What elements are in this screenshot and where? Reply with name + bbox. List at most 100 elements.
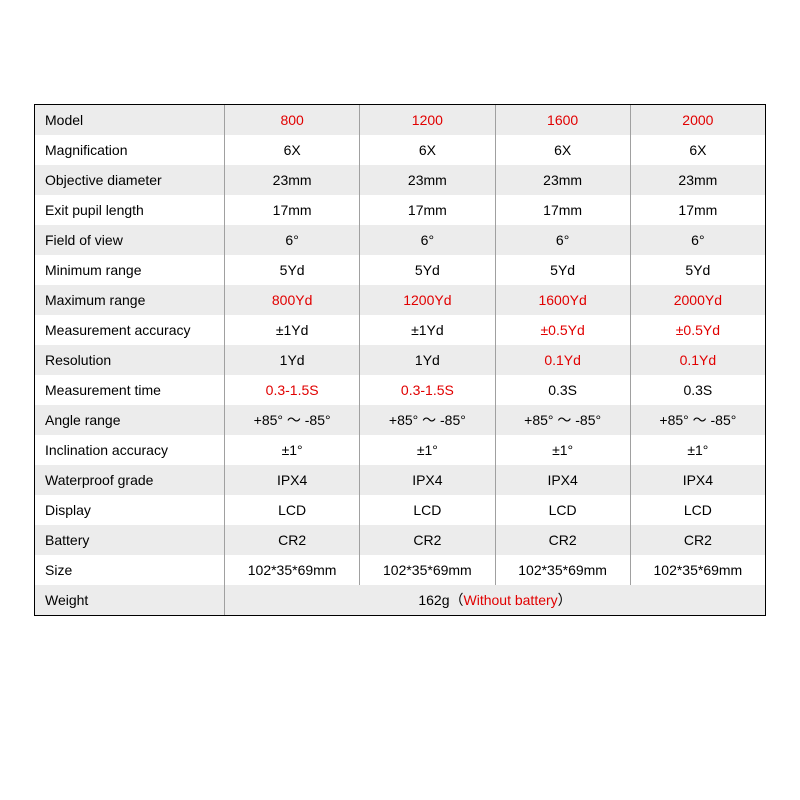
- table-row: Magnification6X6X6X6X: [35, 135, 765, 165]
- cell-value: +85° ～ -85°: [225, 405, 360, 435]
- cell-value: 102*35*69mm: [360, 555, 495, 585]
- cell-value: 6°: [496, 225, 631, 255]
- cell-value: 5Yd: [225, 255, 360, 285]
- cell-value: 6X: [360, 135, 495, 165]
- cell-value: CR2: [496, 525, 631, 555]
- row-label: Inclination accuracy: [35, 435, 225, 465]
- row-label: Objective diameter: [35, 165, 225, 195]
- table-row: Resolution1Yd1Yd0.1Yd0.1Yd: [35, 345, 765, 375]
- cell-value: 6°: [631, 225, 765, 255]
- cell-value: ±1Yd: [360, 315, 495, 345]
- row-label: Waterproof grade: [35, 465, 225, 495]
- row-label: Exit pupil length: [35, 195, 225, 225]
- cell-value: ±1°: [360, 435, 495, 465]
- cell-value: 800: [225, 105, 360, 135]
- row-label: Magnification: [35, 135, 225, 165]
- table-row: Model800120016002000: [35, 105, 765, 135]
- cell-value: 23mm: [631, 165, 765, 195]
- table-row: Maximum range800Yd1200Yd1600Yd2000Yd: [35, 285, 765, 315]
- table-row: Objective diameter23mm23mm23mm23mm: [35, 165, 765, 195]
- cell-value: ±1°: [496, 435, 631, 465]
- cell-value: 0.1Yd: [631, 345, 765, 375]
- cell-value: +85° ～ -85°: [631, 405, 765, 435]
- cell-value: 23mm: [225, 165, 360, 195]
- cell-value: 2000: [631, 105, 765, 135]
- cell-value: LCD: [631, 495, 765, 525]
- row-label: Field of view: [35, 225, 225, 255]
- cell-value: 1Yd: [360, 345, 495, 375]
- cell-value: 102*35*69mm: [631, 555, 765, 585]
- cell-value: 17mm: [225, 195, 360, 225]
- row-label: Weight: [35, 585, 225, 615]
- cell-value: IPX4: [631, 465, 765, 495]
- cell-value: CR2: [225, 525, 360, 555]
- table-row: Field of view6°6°6°6°: [35, 225, 765, 255]
- cell-value: LCD: [225, 495, 360, 525]
- cell-value: 0.3-1.5S: [360, 375, 495, 405]
- cell-value: 17mm: [496, 195, 631, 225]
- cell-value: 6X: [225, 135, 360, 165]
- cell-value: 0.1Yd: [496, 345, 631, 375]
- row-label: Angle range: [35, 405, 225, 435]
- row-label: Model: [35, 105, 225, 135]
- cell-value: 2000Yd: [631, 285, 765, 315]
- cell-value: LCD: [360, 495, 495, 525]
- table-row: Measurement time0.3-1.5S0.3-1.5S0.3S0.3S: [35, 375, 765, 405]
- cell-value: 1200Yd: [360, 285, 495, 315]
- row-label: Battery: [35, 525, 225, 555]
- table-row: Measurement accuracy±1Yd±1Yd±0.5Yd±0.5Yd: [35, 315, 765, 345]
- cell-value: 23mm: [360, 165, 495, 195]
- row-label: Size: [35, 555, 225, 585]
- cell-value: 1200: [360, 105, 495, 135]
- cell-value: 6°: [360, 225, 495, 255]
- cell-value: ±1°: [631, 435, 765, 465]
- cell-value: ±1Yd: [225, 315, 360, 345]
- cell-value: 0.3S: [631, 375, 765, 405]
- weight-note: Without battery: [464, 592, 558, 608]
- cell-value: IPX4: [496, 465, 631, 495]
- cell-value: ±1°: [225, 435, 360, 465]
- row-label: Minimum range: [35, 255, 225, 285]
- row-label: Measurement time: [35, 375, 225, 405]
- cell-value: 1600: [496, 105, 631, 135]
- spec-table: Model800120016002000Magnification6X6X6X6…: [34, 104, 766, 616]
- cell-value: 23mm: [496, 165, 631, 195]
- cell-value: 5Yd: [631, 255, 765, 285]
- table-row-weight: Weight162g（Without battery）: [35, 585, 765, 615]
- cell-value: ±0.5Yd: [496, 315, 631, 345]
- table-row: Minimum range5Yd5Yd5Yd5Yd: [35, 255, 765, 285]
- cell-value: IPX4: [360, 465, 495, 495]
- cell-value: 0.3-1.5S: [225, 375, 360, 405]
- table-row: Inclination accuracy±1°±1°±1°±1°: [35, 435, 765, 465]
- cell-value: 17mm: [631, 195, 765, 225]
- row-label: Measurement accuracy: [35, 315, 225, 345]
- cell-value: 6°: [225, 225, 360, 255]
- table-row: Size102*35*69mm102*35*69mm102*35*69mm102…: [35, 555, 765, 585]
- cell-value: 102*35*69mm: [496, 555, 631, 585]
- cell-value: 5Yd: [496, 255, 631, 285]
- row-label: Resolution: [35, 345, 225, 375]
- cell-value: CR2: [360, 525, 495, 555]
- table-row: Angle range+85° ～ -85°+85° ～ -85°+85° ～ …: [35, 405, 765, 435]
- cell-value: +85° ～ -85°: [360, 405, 495, 435]
- cell-value: ±0.5Yd: [631, 315, 765, 345]
- row-label: Maximum range: [35, 285, 225, 315]
- table-row: BatteryCR2CR2CR2CR2: [35, 525, 765, 555]
- cell-value: 5Yd: [360, 255, 495, 285]
- cell-value: 6X: [496, 135, 631, 165]
- cell-value: LCD: [496, 495, 631, 525]
- cell-value: IPX4: [225, 465, 360, 495]
- cell-value: 17mm: [360, 195, 495, 225]
- cell-value: 1600Yd: [496, 285, 631, 315]
- cell-value: 800Yd: [225, 285, 360, 315]
- table-row: Exit pupil length17mm17mm17mm17mm: [35, 195, 765, 225]
- cell-value: 102*35*69mm: [225, 555, 360, 585]
- table-row: DisplayLCDLCDLCDLCD: [35, 495, 765, 525]
- cell-value: 0.3S: [496, 375, 631, 405]
- cell-value: CR2: [631, 525, 765, 555]
- cell-value: +85° ～ -85°: [496, 405, 631, 435]
- cell-value: 6X: [631, 135, 765, 165]
- table-row: Waterproof gradeIPX4IPX4IPX4IPX4: [35, 465, 765, 495]
- row-label: Display: [35, 495, 225, 525]
- weight-value: 162g（Without battery）: [225, 585, 765, 615]
